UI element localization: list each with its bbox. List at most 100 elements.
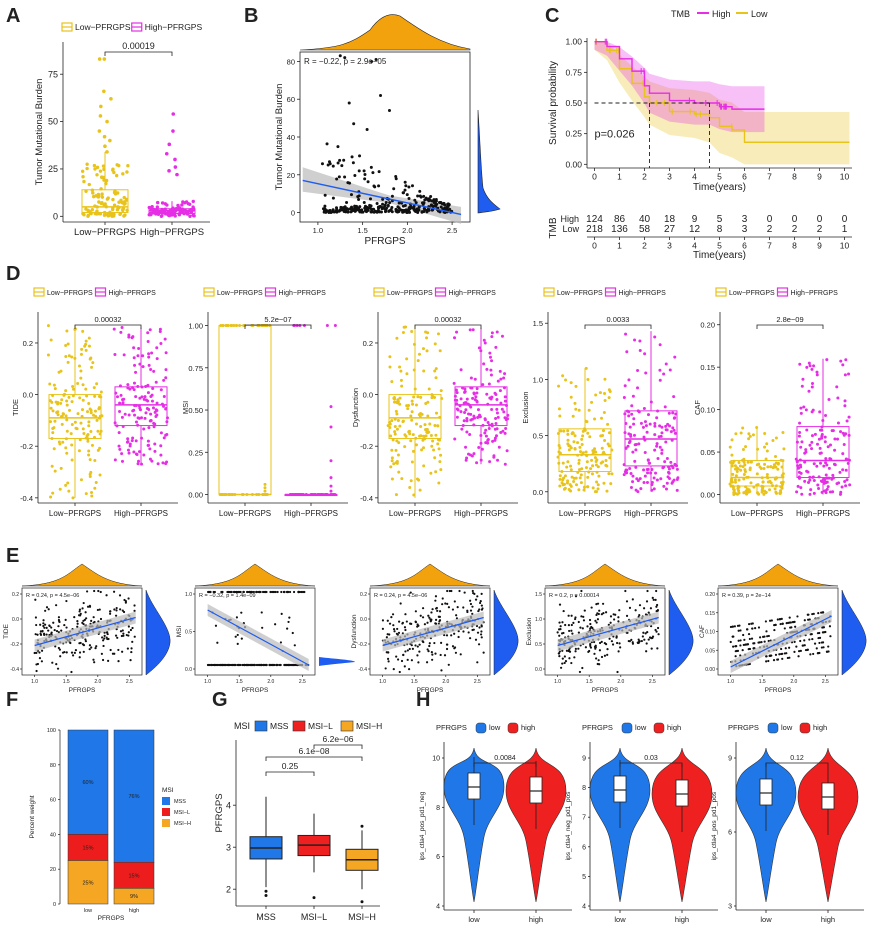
panel-d-group-1-point [464,408,468,412]
panel-d-group-0-point [398,402,402,406]
panel-d-point [268,324,272,328]
panel-c-risk-xlabel: Time(years) [693,250,746,261]
panel-e-point [44,623,47,626]
panel-d-2-pvalue: 0.00032 [434,315,461,324]
panel-a-outlier [171,129,175,133]
panel-d-group-1-point [146,399,150,403]
panel-b-point [392,187,396,191]
panel-d-group-0-point [59,466,63,470]
panel-d-group-0-point [579,481,583,485]
panel-d-group-0-point [414,436,418,440]
panel-b-point [423,198,427,202]
panel-b-point [335,177,339,181]
panel-d-group-1-point [670,438,674,442]
panel-d-group-0-point [409,414,413,418]
panel-e-point [45,626,48,629]
panel-e-point [63,623,66,627]
panel-a-outlier [175,172,179,177]
panel-e-point [387,660,390,663]
panel-b-point [401,191,405,195]
panel-d-group-0-point [763,445,767,449]
panel-a-outlier [171,112,176,116]
panel-d-3-bracket [584,324,652,329]
panel-e-point [92,658,95,661]
panel-f-bar-label: 76% [128,794,139,800]
panel-a-group-0-point [115,208,120,212]
panel-d-group-0-point [610,472,614,476]
panel-d-group-0-point [393,417,397,421]
panel-d-group-0-point [731,472,735,476]
panel-e-xtick-label: 2.5 [299,679,306,685]
panel-d-group-1-point [459,397,463,401]
panel-b-point [371,171,375,175]
panel-d-group-1-point [673,431,677,435]
panel-a-group-1-point [150,207,155,212]
panel-e-point [476,595,479,598]
panel-d-group-1-point [476,408,480,412]
panel-d-group-0-point [576,453,580,457]
panel-d-group-1-point [824,461,828,465]
panel-b-point [336,145,340,149]
panel-d-group-0-point [760,488,764,492]
panel-d-group-0-point [560,470,564,474]
panel-d-group-1-point [138,396,142,400]
panel-d-group-1-point [133,403,137,407]
panel-b-point [342,158,346,162]
panel-e-point [636,641,639,644]
panel-e-point [101,658,105,662]
panel-d-group-0-point [390,380,394,384]
panel-e-point [410,659,413,662]
panel-e-point [467,631,470,634]
panel-e-point [48,624,51,627]
panel-e-point [103,634,106,637]
panel-d-group-0-point [584,466,588,470]
panel-e-point [748,637,751,641]
panel-d-group-1-point [481,383,485,387]
panel-d-group-0-point [781,459,785,463]
panel-e-point [448,589,451,593]
panel-d-group-0-point [405,357,409,361]
panel-a-group-0-point [93,211,97,216]
panel-d-group-1-point [827,398,831,402]
panel-d-group-1-point [486,421,490,425]
panel-e-point [431,653,434,656]
panel-f-bar-low-msi−h [67,860,109,905]
panel-e-point [95,645,98,648]
panel-d-group-1-point [658,343,662,347]
panel-d-group-1-point [820,436,824,440]
panel-d-group-0-point [81,408,85,412]
panel-e-point [286,627,289,630]
panel-e-point [42,624,45,628]
panel-e-point [40,660,43,663]
panel-e-point [121,650,124,653]
panel-d-0-pvalue: 0.00032 [94,315,121,324]
panel-d-group-1-point [165,416,169,420]
panel-e-xtick-label: 2.5 [822,679,829,685]
panel-d-group-0-point [67,489,71,493]
panel-d-group-0-point [730,477,734,481]
panel-e-point [100,652,103,655]
panel-h-violins: PFRGPS low highips_ctla4_pos_pd1_neg46810l… [419,722,864,924]
panel-d-group-1-point [633,433,637,437]
panel-d-group-1-point [475,461,479,465]
panel-d-group-1-point [122,353,126,357]
panel-b-point [326,163,330,167]
panel-d-group-1-point [652,476,656,480]
panel-d-ytick-label: -0.2 [360,442,373,451]
panel-d-group-0-point [395,412,399,416]
panel-e-point [414,610,417,613]
panel-e-point [58,620,61,624]
panel-d-group-0-point [577,408,581,412]
panel-d-group-0-point [68,408,72,412]
panel-b-point [336,161,340,165]
panel-e-point [418,643,421,646]
panel-g-outlier [264,894,268,897]
panel-d-group-0-point [571,431,575,435]
panel-b-point [343,56,347,60]
panel-d-group-0-point [730,464,734,468]
panel-d-group-1-point [642,407,646,411]
panel-d-group-0-point [772,463,776,467]
panel-d-group-0-point [747,432,751,436]
panel-d-group-1-point [500,407,504,411]
